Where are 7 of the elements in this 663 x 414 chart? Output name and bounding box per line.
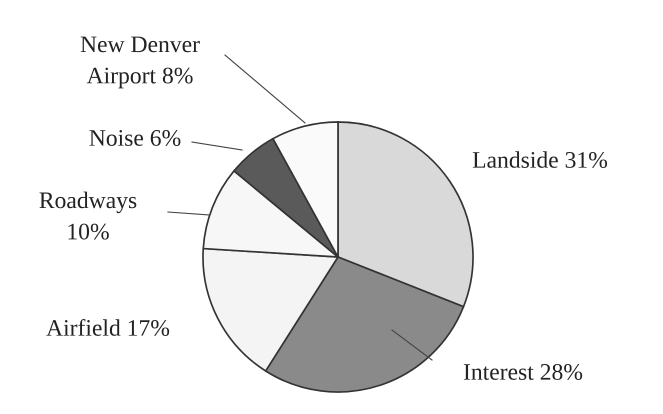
slice-label: Airfield 17% <box>46 319 170 336</box>
slice-label: Interest 28% <box>464 364 582 380</box>
slice-label: Noise 6% <box>89 130 180 146</box>
data-label: 10% <box>68 224 109 240</box>
slice-label: Roadways <box>39 192 136 214</box>
slice-label: Landside 31% <box>472 151 608 168</box>
slice-label: New Denver Airport 8% <box>80 36 200 88</box>
